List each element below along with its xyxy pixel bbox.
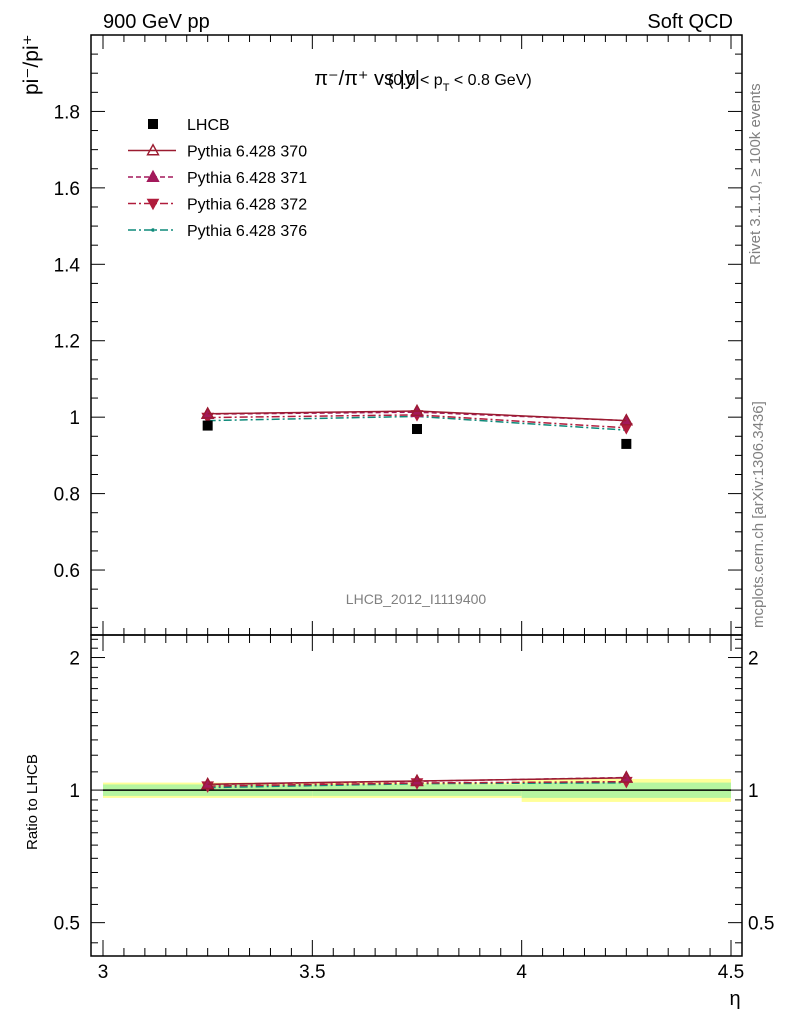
ratio-y-tick-label-right: 0.5 bbox=[748, 914, 774, 935]
main-panel: 0.6 0.8 1 1.2 1.4 1.6 1.8 π⁻/π⁺ vs |y| (0.0 < … bbox=[20, 34, 743, 636]
y-tick-label: 0.6 bbox=[54, 561, 80, 582]
chart-title-main: π⁻/π⁺ vs |y| bbox=[314, 68, 420, 90]
legend-entry-pythia-6-428-376: Pythia 6.428 376 bbox=[128, 223, 307, 240]
legend-marker bbox=[148, 119, 158, 129]
mcplots-reference-label: mcplots.cern.ch [arXiv:1306.3436] bbox=[750, 401, 767, 628]
data-point-lhcb bbox=[412, 424, 422, 435]
rivet-version-label: Rivet 3.1.10, ≥ 100k events bbox=[747, 83, 764, 265]
ratio-ticks: 0.5 0.5 1 1 2 2 3 3.5 4 4.5 bbox=[54, 635, 774, 983]
data-point-pythia-6-428-370 bbox=[410, 403, 424, 417]
ratio-y-axis-label: Ratio to LHCB bbox=[24, 754, 41, 850]
legend-marker bbox=[146, 169, 160, 182]
x-tick-label: 4 bbox=[516, 962, 527, 983]
series-lhcb bbox=[202, 420, 632, 449]
chart-title-range-tail: < 0.8 GeV) bbox=[449, 72, 531, 89]
legend-marker bbox=[151, 228, 155, 232]
ratio-series bbox=[200, 770, 634, 793]
energy-label: 900 GeV pp bbox=[103, 11, 210, 33]
y-tick-label: 1.8 bbox=[54, 102, 80, 123]
legend-label: LHCB bbox=[187, 117, 230, 134]
ratio-series-pythia-6-428-370 bbox=[200, 770, 634, 790]
y-axis-label: pi⁻/pi⁺ bbox=[20, 34, 43, 95]
data-point-pythia-6-428-370 bbox=[200, 406, 215, 419]
y-tick-label: 1 bbox=[69, 408, 80, 429]
main-y-ticks: 0.6 0.8 1 1.2 1.4 1.6 1.8 bbox=[54, 35, 742, 635]
legend-entry-pythia-6-428-372: Pythia 6.428 372 bbox=[128, 197, 307, 214]
series-pythia-6-428-370 bbox=[200, 403, 634, 426]
main-series bbox=[200, 403, 634, 449]
chart-title-range-start: (0.0 < p bbox=[388, 72, 443, 89]
legend-marker bbox=[146, 143, 160, 156]
x-tick-label: 3 bbox=[98, 962, 109, 983]
chart-title-range: (0.0 < pT < 0.8 GeV) bbox=[388, 72, 532, 94]
y-tick-label: 1.4 bbox=[54, 255, 81, 276]
legend-label: Pythia 6.428 376 bbox=[187, 223, 307, 240]
legend-marker bbox=[146, 198, 160, 211]
legend-entry-lhcb: LHCB bbox=[148, 117, 230, 134]
analysis-label: LHCB_2012_I1119400 bbox=[346, 591, 487, 607]
ratio-y-tick-label-right: 2 bbox=[748, 649, 759, 670]
process-label: Soft QCD bbox=[647, 11, 733, 33]
legend-label: Pythia 6.428 371 bbox=[187, 170, 307, 187]
legend: LHCB Pythia 6.428 370 Pythia 6.428 371 Pyth… bbox=[128, 117, 307, 240]
y-tick-label: 1.6 bbox=[54, 179, 80, 200]
legend-label: Pythia 6.428 370 bbox=[187, 144, 307, 161]
series-line-pythia-6-428-370 bbox=[207, 410, 627, 422]
chart-title-range-sub: T bbox=[443, 82, 450, 94]
y-tick-label: 1.2 bbox=[54, 332, 80, 353]
data-point-pythia-6-428-370 bbox=[619, 413, 634, 426]
ratio-y-tick-label: 1 bbox=[69, 781, 80, 802]
ratio-point-pythia-6-428-370 bbox=[410, 773, 424, 786]
ratio-y-tick-label: 0.5 bbox=[54, 914, 80, 935]
ratio-point-pythia-6-428-370 bbox=[619, 770, 634, 783]
ratio-panel: 0.5 0.5 1 1 2 2 3 3.5 4 4.5 Ratio to LHCB η bbox=[24, 634, 774, 1010]
x-tick-label: 3.5 bbox=[299, 962, 325, 983]
x-axis-label: η bbox=[729, 988, 740, 1010]
y-tick-label: 0.8 bbox=[54, 485, 80, 506]
legend-label: Pythia 6.428 372 bbox=[187, 197, 307, 214]
legend-entry-pythia-6-428-370: Pythia 6.428 370 bbox=[128, 143, 307, 161]
data-point-lhcb bbox=[621, 438, 632, 449]
x-tick-label: 4.5 bbox=[718, 962, 744, 983]
data-point-lhcb bbox=[202, 420, 213, 431]
ratio-y-tick-label: 2 bbox=[69, 649, 80, 670]
legend-entry-pythia-6-428-371: Pythia 6.428 371 bbox=[128, 169, 307, 187]
chart-title: π⁻/π⁺ vs |y| bbox=[314, 68, 420, 90]
ratio-line-pythia-6-428-370 bbox=[207, 777, 627, 786]
ratio-y-tick-label-right: 1 bbox=[748, 781, 759, 802]
ratio-point-pythia-6-428-370 bbox=[200, 777, 215, 790]
